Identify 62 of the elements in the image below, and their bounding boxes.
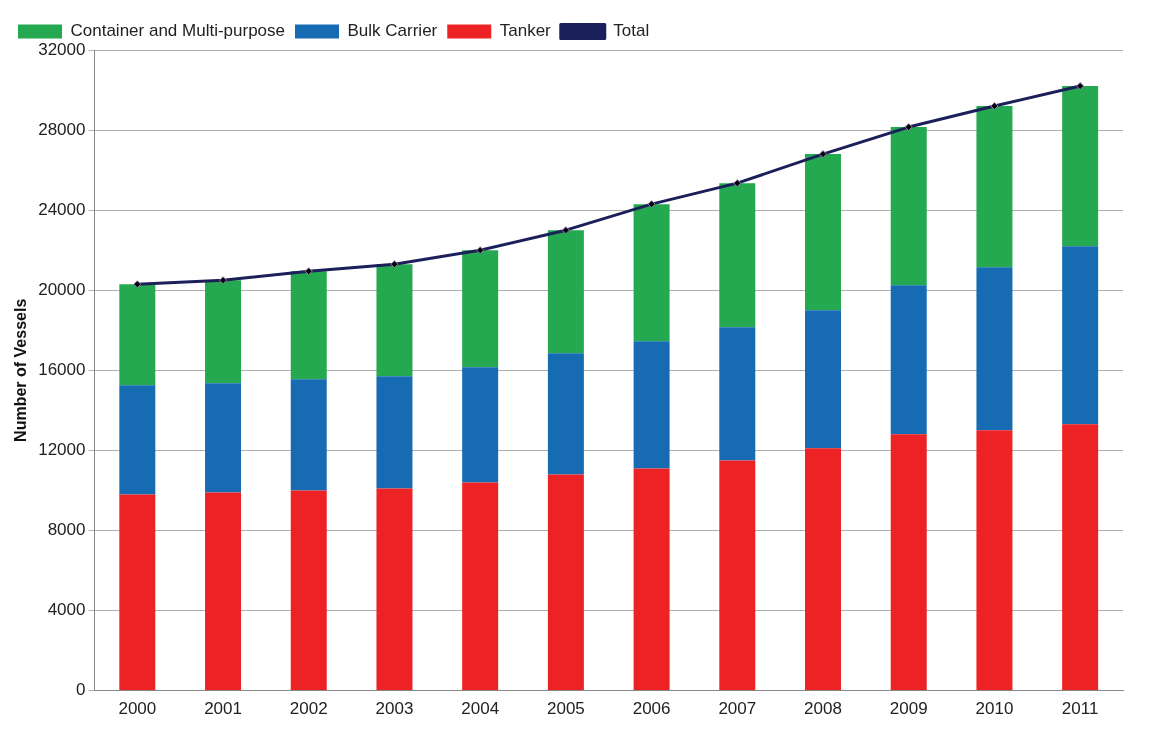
x-tick-label: 2009: [889, 699, 928, 719]
y-tick-label: 16000: [38, 359, 86, 379]
bar: [890, 434, 927, 691]
bar: [205, 383, 242, 493]
bar: [1062, 86, 1099, 247]
bar: [976, 106, 1013, 268]
bar: [805, 310, 842, 449]
bar: [976, 430, 1013, 691]
x-tick-label: 2011: [1061, 699, 1099, 719]
bar: [205, 492, 242, 691]
x-tick-label: 2004: [461, 699, 500, 719]
y-tick-label: 24000: [38, 199, 86, 219]
bar: [719, 327, 756, 461]
bar: [633, 468, 670, 691]
bar: [719, 183, 756, 328]
bar: [376, 376, 413, 489]
x-tick-label: 2002: [289, 699, 328, 719]
bar: [376, 264, 413, 377]
bar: [205, 280, 242, 384]
bar: [890, 127, 927, 286]
x-tick-label: 2000: [118, 699, 157, 719]
y-tick-label: 0: [76, 680, 86, 700]
legend-label: Total: [613, 21, 650, 41]
bar: [805, 154, 842, 311]
x-tick-label: 2008: [804, 699, 842, 719]
bar: [890, 285, 927, 435]
legend-label: Bulk Carrier: [347, 21, 438, 41]
y-tick-label: 32000: [38, 39, 86, 59]
bar: [462, 250, 499, 368]
bar: [633, 341, 670, 469]
bar: [290, 271, 327, 380]
x-tick-label: 2001: [204, 699, 242, 719]
bar: [376, 488, 413, 691]
y-axis-title: Number of Vessels: [12, 298, 30, 442]
bar: [1062, 246, 1099, 425]
x-tick-label: 2005: [546, 699, 585, 719]
bar: [462, 367, 499, 483]
legend-label: Container and Multi-purpose: [70, 21, 286, 41]
bar: [547, 474, 584, 691]
bar: [1062, 424, 1099, 691]
x-tick-label: 2006: [632, 699, 671, 719]
bar: [462, 482, 499, 691]
bar: [805, 448, 842, 691]
bar: [547, 353, 584, 475]
x-tick-label: 2010: [975, 699, 1014, 719]
bar: [633, 204, 670, 342]
bar: [119, 284, 156, 386]
y-tick-label: 20000: [38, 279, 86, 299]
y-tick-label: 12000: [38, 440, 86, 460]
bar: [119, 494, 156, 691]
x-tick-label: 2007: [718, 699, 757, 719]
bar: [119, 385, 156, 495]
y-tick-label: 8000: [47, 520, 86, 540]
bar: [290, 490, 327, 691]
y-tick-label: 4000: [47, 600, 86, 620]
y-tick-label: 28000: [38, 119, 86, 139]
bar: [719, 460, 756, 691]
bar: [547, 230, 584, 354]
bar: [290, 379, 327, 491]
bar: [976, 267, 1013, 431]
x-tick-label: 2003: [375, 699, 414, 719]
legend-label: Tanker: [499, 21, 552, 41]
